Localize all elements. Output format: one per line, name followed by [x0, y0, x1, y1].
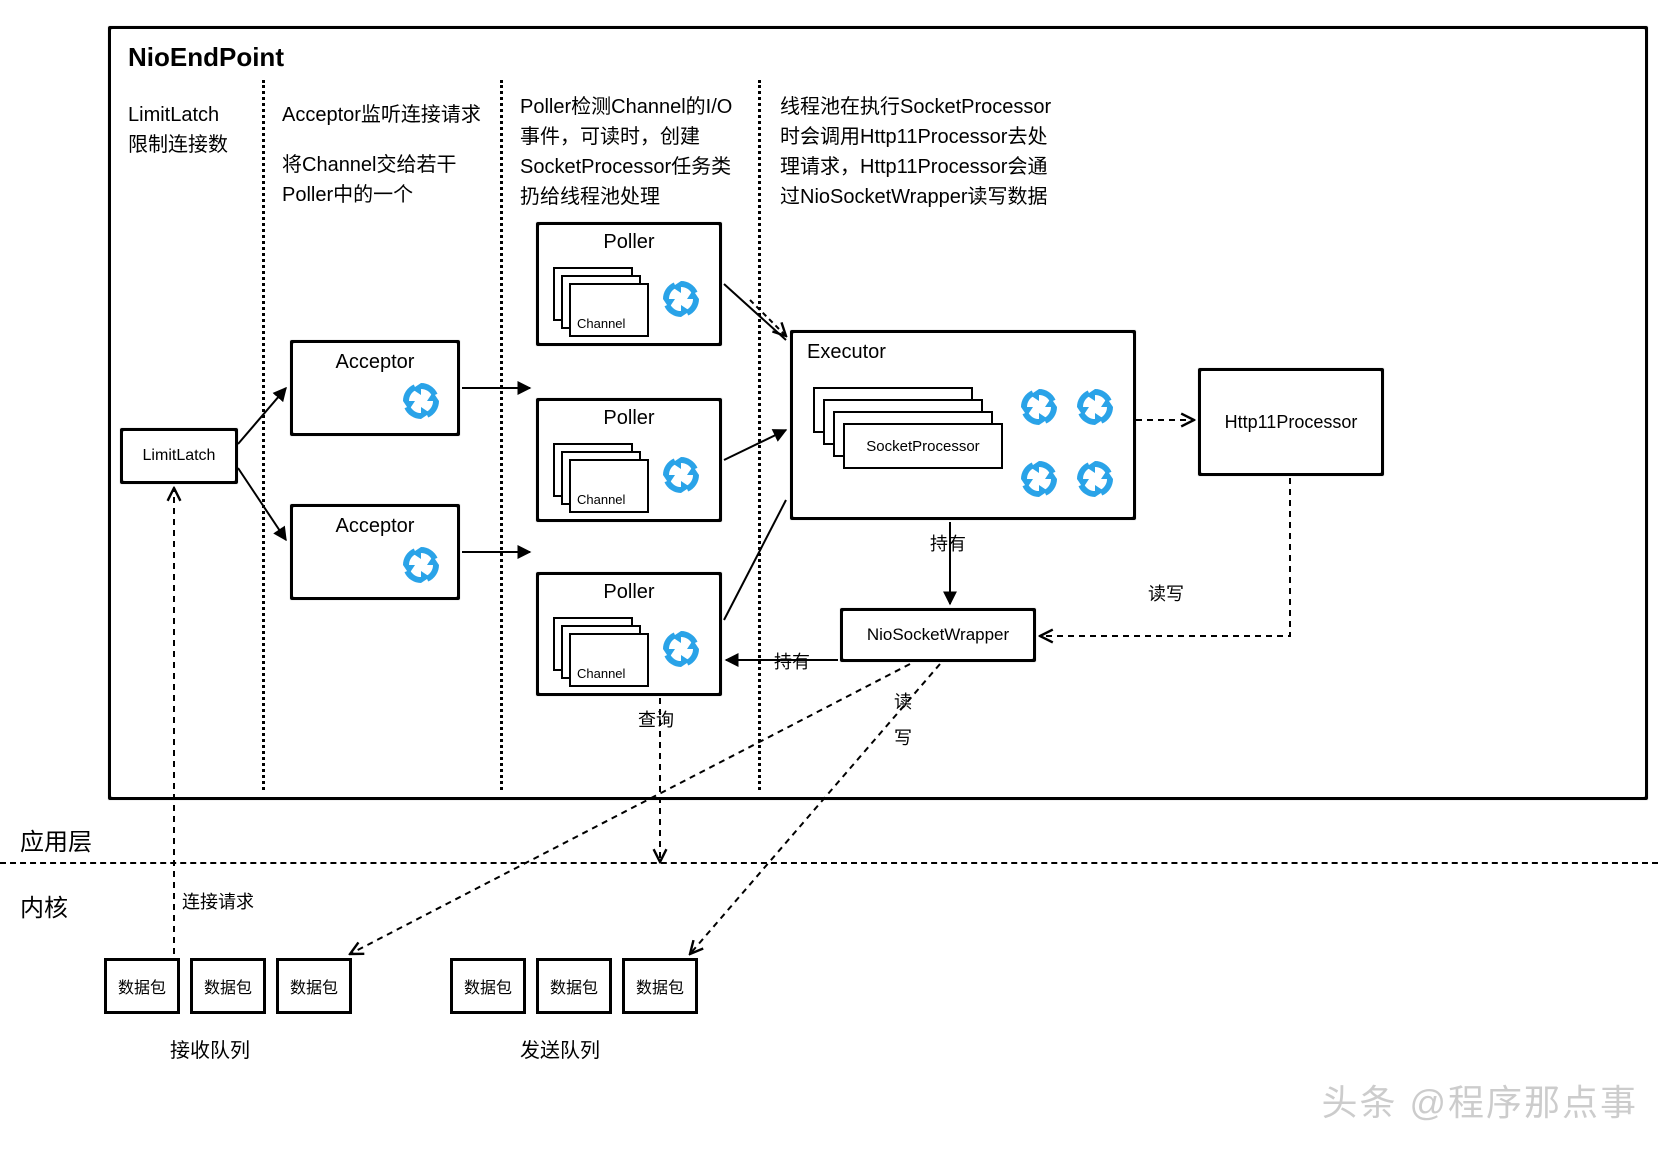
poller-box-2: Poller Channel	[536, 398, 722, 522]
niosocketwrapper-label: NioSocketWrapper	[867, 625, 1009, 645]
poller-2-label: Poller	[539, 407, 719, 430]
socketprocessor-label: SocketProcessor	[866, 438, 979, 455]
recycle-icon	[1071, 383, 1119, 431]
executor-box: Executor SocketProcessor	[790, 330, 1136, 520]
col1-heading: LimitLatch 限制连接数	[128, 100, 258, 160]
acceptor-box-1: Acceptor	[290, 340, 460, 436]
poller-box-3: Poller Channel	[536, 572, 722, 696]
poller-3-label: Poller	[539, 581, 719, 604]
recycle-icon	[397, 541, 445, 589]
packet-box: 数据包	[536, 958, 612, 1014]
packet-box: 数据包	[450, 958, 526, 1014]
layer-divider	[0, 862, 1658, 864]
recycle-icon	[1015, 383, 1063, 431]
channel-label: Channel	[577, 666, 625, 681]
acceptor-2-label: Acceptor	[293, 515, 457, 538]
limitlatch-label: LimitLatch	[143, 447, 216, 465]
http11-label: Http11Processor	[1225, 412, 1358, 433]
hold-label-1: 持有	[930, 530, 966, 556]
recycle-icon	[1071, 455, 1119, 503]
recycle-icon	[657, 625, 705, 673]
poller-box-1: Poller Channel	[536, 222, 722, 346]
recycle-icon	[1015, 455, 1063, 503]
packet-box: 数据包	[104, 958, 180, 1014]
http11-box: Http11Processor	[1198, 368, 1384, 476]
write-label: 写	[894, 724, 912, 750]
channel-label: Channel	[577, 316, 625, 331]
poller-1-label: Poller	[539, 231, 719, 254]
conn-req-label: 连接请求	[182, 888, 254, 914]
watermark: 头条 @程序那点事	[1321, 1074, 1638, 1126]
col-divider-1	[262, 80, 265, 790]
packet-box: 数据包	[276, 958, 352, 1014]
col4-heading: 线程池在执行SocketProcessor 时会调用Http11Processo…	[780, 92, 1100, 212]
acceptor-1-label: Acceptor	[293, 351, 457, 374]
limitlatch-box: LimitLatch	[120, 428, 238, 484]
send-queue: 数据包 数据包 数据包	[450, 958, 698, 1014]
hold-label-2: 持有	[774, 648, 810, 674]
diagram-title: NioEndPoint	[128, 42, 284, 73]
send-queue-label: 发送队列	[520, 1034, 600, 1063]
recv-queue: 数据包 数据包 数据包	[104, 958, 352, 1014]
app-layer-label: 应用层	[20, 822, 92, 857]
recycle-icon	[397, 377, 445, 425]
kernel-layer-label: 内核	[20, 888, 68, 923]
packet-box: 数据包	[622, 958, 698, 1014]
niosocketwrapper-box: NioSocketWrapper	[840, 608, 1036, 662]
recycle-icon	[657, 451, 705, 499]
query-label: 查询	[638, 706, 674, 732]
recv-queue-label: 接收队列	[170, 1034, 250, 1063]
executor-label: Executor	[807, 341, 886, 364]
read-label: 读	[894, 688, 912, 714]
col2-heading-1: Acceptor监听连接请求	[282, 100, 502, 130]
col2-heading-2: 将Channel交给若干 Poller中的一个	[282, 150, 502, 210]
readwrite-label: 读写	[1148, 580, 1184, 606]
acceptor-box-2: Acceptor	[290, 504, 460, 600]
recycle-icon	[657, 275, 705, 323]
channel-label: Channel	[577, 492, 625, 507]
packet-box: 数据包	[190, 958, 266, 1014]
col3-heading: Poller检测Channel的I/O 事件，可读时，创建 SocketProc…	[520, 92, 760, 212]
